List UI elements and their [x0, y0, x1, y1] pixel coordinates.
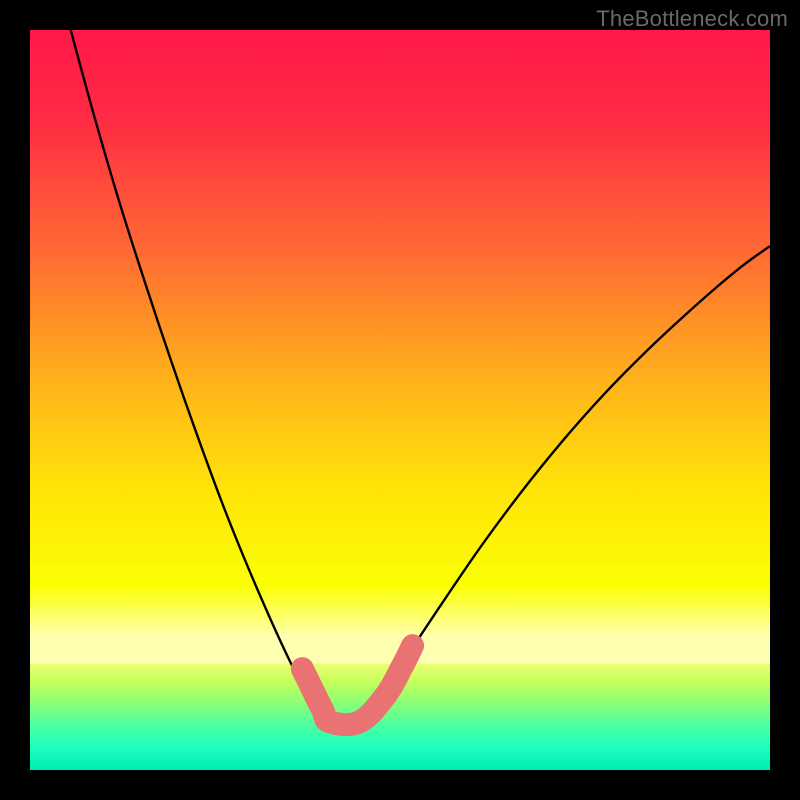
plot-area [30, 30, 770, 770]
marker-dot [402, 635, 423, 656]
bottleneck-chart [30, 30, 770, 770]
marker-dot [392, 656, 413, 677]
marker-dot [292, 658, 313, 679]
chart-frame: TheBottleneck.com [0, 0, 800, 800]
marker-dot [312, 699, 333, 720]
watermark-text: TheBottleneck.com [596, 6, 788, 32]
